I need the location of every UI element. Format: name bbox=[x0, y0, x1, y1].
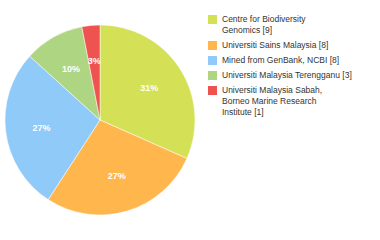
html-text:Centre for Biodiversity Genomi: Centre for Biodiversity Genomics [9] bbox=[222, 14, 306, 35]
html-text:Universiti Malaysia Terengganu: Universiti Malaysia Terengganu [3] bbox=[222, 70, 352, 80]
svg-text:10%: 10% bbox=[62, 64, 80, 74]
html-text:Universiti Sains Malaysia [8]: Universiti Sains Malaysia [8] bbox=[222, 40, 329, 50]
svg-text:27%: 27% bbox=[33, 123, 51, 133]
html-text:Mined from GenBank, NCBI [8]: Mined from GenBank, NCBI [8] bbox=[222, 55, 340, 65]
svg-text:3%: 3% bbox=[88, 56, 101, 66]
svg-text:27%: 27% bbox=[108, 171, 126, 181]
svg-text:31%: 31% bbox=[140, 83, 158, 93]
html-text:Universiti Malaysia Sabah, Bor: Universiti Malaysia Sabah, Borneo Marine… bbox=[222, 85, 323, 117]
